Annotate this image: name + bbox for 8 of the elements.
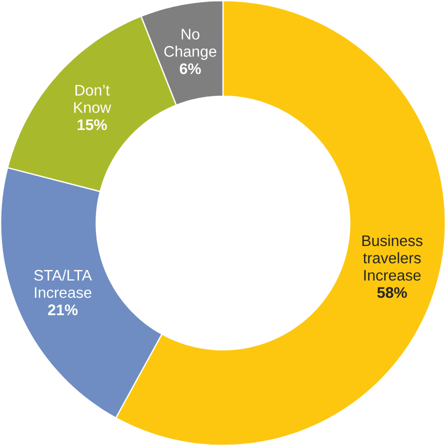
data-label: 6% xyxy=(180,63,201,74)
slice-label: STA/LTA Increase xyxy=(34,269,92,298)
data-label: 21% xyxy=(48,304,78,316)
slice-label: Business travelers Increase xyxy=(362,234,422,281)
slice-label: No Change xyxy=(164,28,216,60)
data-label: 15% xyxy=(78,119,107,130)
slice-label: Don’t Know xyxy=(74,84,112,113)
data-label: 58% xyxy=(377,287,407,298)
